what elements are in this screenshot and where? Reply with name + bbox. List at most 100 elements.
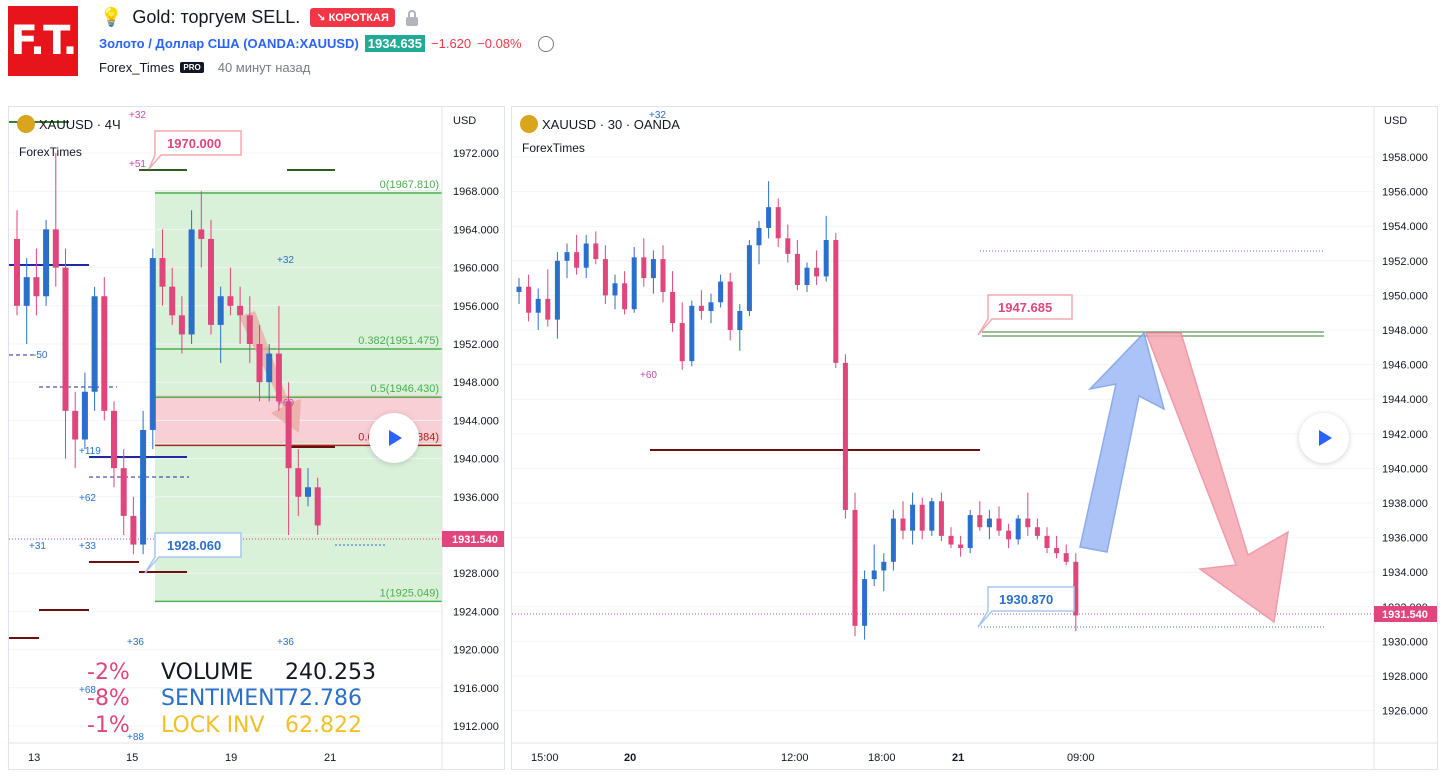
candle-body — [314, 487, 321, 526]
callout-low[interactable]: 1930.870 — [977, 586, 1075, 628]
price-tick: 1924.000 — [453, 606, 499, 618]
idea-title-row: 💡 Gold: торгуем SELL. ↘ КОРОТКАЯ — [100, 7, 419, 28]
time-tick: 15 — [126, 752, 138, 764]
candle-body — [804, 267, 810, 286]
price-tick: 1940.000 — [1382, 463, 1428, 475]
time-tick: 21 — [952, 752, 964, 764]
gold-symbol-icon — [520, 115, 538, 133]
stat-sentiment-pct: -8% — [87, 686, 130, 711]
candle-body — [910, 504, 916, 531]
idea-header: F.T. 💡 Gold: торгуем SELL. ↘ КОРОТКАЯ Зо… — [0, 0, 1444, 100]
time-tick: 21 — [324, 752, 336, 764]
candle-body — [159, 258, 166, 287]
candle-body — [881, 561, 887, 571]
chart-4h-canvas[interactable]: 0(1967.810)0.382(1951.475)0.5(1946.430)0… — [9, 107, 505, 770]
time-axis[interactable]: 13 15 19 21 — [28, 752, 336, 764]
candle-body — [1044, 535, 1050, 548]
candle-body — [130, 515, 137, 545]
candle-body — [81, 391, 88, 440]
down-arrow-drawing[interactable] — [1144, 332, 1289, 624]
candle-body — [833, 240, 839, 363]
candle-body — [91, 296, 98, 392]
chart-4h-panel[interactable]: 0(1967.810)0.382(1951.475)0.5(1946.430)0… — [8, 106, 505, 770]
current-price-tag-bg — [1374, 606, 1437, 622]
price-tick: 1926.000 — [1382, 706, 1428, 718]
candle-body — [766, 207, 772, 228]
price-tick: 1934.000 — [1382, 567, 1428, 579]
candle-body — [900, 518, 906, 531]
candle-body — [583, 243, 589, 268]
chart-30m-canvas[interactable]: 1958.000 1956.000 1954.000 1952.000 1950.000… — [512, 107, 1438, 770]
time-axis[interactable]: 15:00 20 12:00 18:00 21 09:00 — [531, 752, 1095, 764]
price-tick: 1930.000 — [1382, 636, 1428, 648]
price-tick: 1938.000 — [1382, 498, 1428, 510]
price-tick: 1944.000 — [453, 415, 499, 427]
chart-30m-panel[interactable]: 1958.000 1956.000 1954.000 1952.000 1950.000… — [511, 106, 1438, 770]
candle-body — [237, 305, 244, 316]
candle-body — [1006, 530, 1012, 540]
candle-body — [862, 579, 868, 626]
price-tick: 1936.000 — [1382, 533, 1428, 545]
candle-body — [43, 229, 50, 297]
price-tick: 1960.000 — [453, 263, 499, 275]
price-tick: 1956.000 — [1382, 187, 1428, 199]
candle-body — [689, 305, 695, 362]
candle-body — [554, 260, 560, 320]
callout-high[interactable]: 1970.000 — [148, 130, 242, 170]
candle-body — [708, 302, 714, 311]
price-axis[interactable]: 1972.000 1968.000 1964.000 1960.000 1956.000… — [453, 148, 499, 733]
candle-body — [938, 501, 944, 536]
play-replay-button[interactable] — [369, 413, 419, 463]
price-tick: 1944.000 — [1382, 394, 1428, 406]
candle-body — [33, 277, 40, 297]
candle-body — [919, 504, 925, 531]
candle-body — [794, 253, 800, 286]
chart-symbol-label[interactable]: XAUUSD · 30 · OANDA — [542, 116, 680, 132]
candlestick-series — [516, 181, 1079, 640]
price-grid — [512, 156, 1374, 712]
author-logo[interactable]: F.T. — [8, 6, 78, 76]
candle-body — [227, 296, 234, 306]
time-tick: 20 — [624, 752, 636, 764]
candle-body — [967, 515, 973, 548]
candle-body — [660, 259, 666, 292]
chart-symbol-label[interactable]: XAUUSD · 4Ч — [39, 116, 121, 132]
callout-low[interactable]: 1928.060 — [144, 532, 242, 574]
candle-body — [996, 518, 1002, 531]
chart-legend: XAUUSD · 30 · OANDA — [520, 115, 680, 133]
stat-lock-name: LOCK INV — [161, 713, 265, 738]
candle-body — [574, 252, 580, 268]
stat-volume-name: VOLUME — [161, 660, 254, 685]
candle-body — [111, 410, 117, 469]
small-label: +36 — [127, 637, 144, 648]
candle-body — [198, 229, 205, 239]
price-axis[interactable]: 1958.000 1956.000 1954.000 1952.000 1950.000… — [1382, 152, 1428, 718]
candle-body — [188, 229, 195, 335]
alarm-clock-icon[interactable] — [537, 35, 554, 52]
small-label: +60 — [277, 398, 294, 409]
price-tick: 1940.000 — [453, 454, 499, 466]
candle-body — [650, 259, 656, 279]
candle-body — [977, 515, 983, 528]
price-tick: 1948.000 — [1382, 325, 1428, 337]
candle-body — [246, 315, 253, 344]
candle-body — [948, 535, 954, 545]
candle-body — [641, 257, 647, 279]
author-name[interactable]: Forex_Times — [99, 60, 175, 75]
candle-body — [62, 267, 69, 411]
gold-symbol-icon — [17, 115, 35, 133]
candle-body — [775, 207, 781, 239]
candle-body — [727, 281, 733, 330]
symbol-row: Золото / Доллар США (OANDA:XAUUSD) 1934.… — [99, 35, 554, 52]
symbol-link[interactable]: Золото / Доллар США (OANDA:XAUUSD) — [99, 36, 359, 51]
candle-body — [275, 353, 282, 402]
candle-body — [852, 509, 858, 626]
play-replay-button[interactable] — [1299, 413, 1349, 463]
small-label: +33 — [79, 541, 96, 552]
candle-body — [526, 286, 532, 313]
candle-body — [1015, 518, 1021, 540]
callout-high[interactable]: 1947.685 — [977, 294, 1073, 336]
up-arrow-drawing[interactable] — [1079, 331, 1166, 553]
time-tick: 12:00 — [781, 752, 809, 764]
candle-body — [814, 267, 820, 277]
